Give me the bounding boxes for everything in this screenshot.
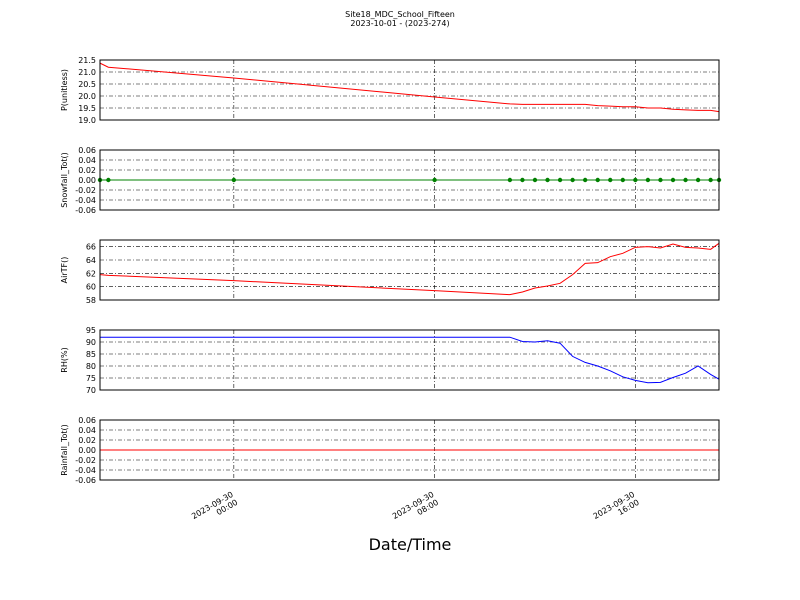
y-tick-label: -0.06 bbox=[75, 476, 96, 485]
series-line bbox=[100, 336, 720, 384]
y-tick-label: 0.06 bbox=[78, 416, 96, 425]
plot-frame bbox=[99, 149, 720, 211]
series-marker bbox=[532, 177, 538, 183]
y-tick-label: 21.0 bbox=[78, 68, 96, 77]
series-marker bbox=[620, 177, 626, 183]
series-line bbox=[99, 62, 720, 113]
series-marker bbox=[633, 177, 638, 183]
series-marker bbox=[507, 177, 513, 183]
plot-frame bbox=[99, 239, 720, 301]
series-marker bbox=[595, 177, 600, 183]
y-tick-label: 95 bbox=[86, 326, 96, 335]
y-tick-label: 60 bbox=[86, 283, 96, 292]
y-axis-label: Rainfall_Tot() bbox=[60, 424, 69, 476]
series-marker bbox=[570, 177, 575, 183]
series-marker bbox=[432, 177, 437, 183]
y-tick-label: -0.06 bbox=[75, 206, 96, 215]
series-marker bbox=[670, 177, 676, 183]
y-tick-label: 19.0 bbox=[78, 116, 96, 125]
y-tick-label: 62 bbox=[86, 269, 96, 278]
plot-frame bbox=[99, 59, 720, 121]
series-marker bbox=[658, 177, 663, 183]
series-marker bbox=[231, 177, 237, 183]
y-tick-label: 0.04 bbox=[78, 156, 96, 165]
plot-frame bbox=[99, 419, 720, 481]
y-tick-label: 66 bbox=[86, 243, 96, 252]
series-marker bbox=[645, 177, 651, 183]
y-axis-label: RH(%) bbox=[60, 347, 69, 372]
y-tick-label: 19.5 bbox=[78, 104, 96, 113]
y-tick-label: 90 bbox=[86, 338, 96, 347]
series-marker bbox=[608, 177, 613, 183]
y-tick-label: 0.02 bbox=[78, 166, 96, 175]
y-tick-label: 70 bbox=[86, 386, 96, 395]
y-tick-label: -0.04 bbox=[75, 466, 96, 475]
x-tick-label: 2023-09-3016:00 bbox=[592, 490, 641, 529]
series-line bbox=[99, 242, 720, 296]
x-axis-label: Date/Time bbox=[369, 535, 452, 554]
y-tick-label: 0.02 bbox=[78, 436, 96, 445]
y-axis-label: Snowfall_Tot() bbox=[60, 152, 69, 208]
series-marker bbox=[545, 177, 550, 183]
figure-subtitle: 2023-10-01 - (2023-274) bbox=[350, 19, 449, 28]
series-marker bbox=[106, 177, 111, 183]
plot-frame bbox=[99, 329, 720, 391]
y-tick-label: 85 bbox=[86, 350, 96, 359]
y-tick-label: 21.5 bbox=[78, 56, 96, 65]
y-tick-label: 75 bbox=[86, 374, 96, 383]
series-marker bbox=[708, 177, 713, 183]
y-tick-label: 0.04 bbox=[78, 426, 96, 435]
figure-title: Site18_MDC_School_Fifteen bbox=[345, 10, 455, 19]
y-tick-label: 58 bbox=[86, 296, 96, 305]
y-axis-label: AirTF() bbox=[60, 257, 69, 284]
y-tick-label: 64 bbox=[86, 256, 96, 265]
series-marker bbox=[683, 177, 688, 183]
y-tick-label: -0.02 bbox=[75, 456, 96, 465]
y-axis-label: P(unitless) bbox=[60, 69, 69, 111]
y-tick-label: -0.04 bbox=[75, 196, 96, 205]
series-marker bbox=[557, 177, 563, 183]
series-marker bbox=[695, 177, 701, 183]
y-tick-label: -0.02 bbox=[75, 186, 96, 195]
y-tick-label: 0.00 bbox=[78, 446, 96, 455]
y-tick-label: 0.00 bbox=[78, 176, 96, 185]
y-tick-label: 0.06 bbox=[78, 146, 96, 155]
y-tick-label: 80 bbox=[86, 362, 96, 371]
y-tick-label: 20.5 bbox=[78, 80, 96, 89]
series-marker bbox=[582, 177, 588, 183]
series-marker bbox=[520, 177, 525, 183]
x-tick-label: 2023-09-3000:00 bbox=[190, 490, 239, 529]
y-tick-label: 20.0 bbox=[78, 92, 96, 101]
x-tick-label: 2023-09-3008:00 bbox=[391, 490, 440, 529]
